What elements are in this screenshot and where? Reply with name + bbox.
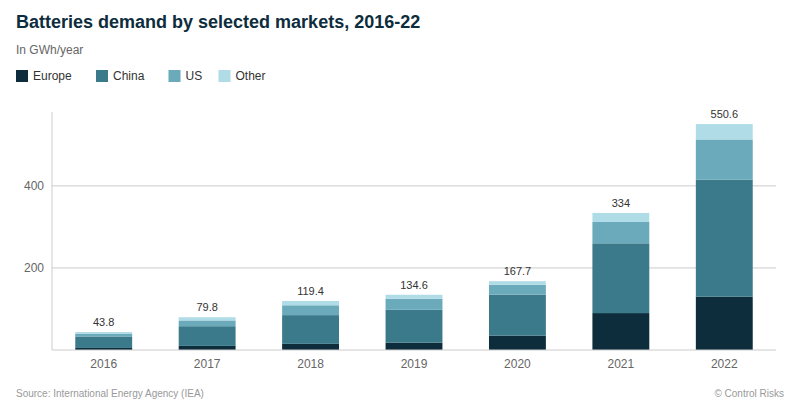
bar <box>592 313 649 350</box>
x-tick-label: 2016 <box>90 357 117 371</box>
legend-label: US <box>186 69 203 83</box>
totals: 43.8 79.8 119.4 134.6 167.7 334 550.6 <box>93 108 738 328</box>
legend-label: Europe <box>33 69 72 83</box>
bar <box>386 310 443 343</box>
legend-swatch <box>16 70 28 82</box>
page: {"chart_data": { "type": "bar", "stacked… <box>0 0 800 409</box>
chart: Batteries demand by selected markets, 20… <box>0 0 800 409</box>
x-tick-label: 2020 <box>504 357 531 371</box>
y-tick-label: 200 <box>24 261 44 275</box>
bar <box>489 285 546 295</box>
y-tick-label: 400 <box>24 179 44 193</box>
total-label: 79.8 <box>196 301 217 313</box>
legend-swatch <box>169 70 181 82</box>
bar <box>696 139 753 179</box>
legend-swatch <box>96 70 108 82</box>
bar <box>282 344 339 350</box>
bar <box>386 299 443 310</box>
bar <box>386 343 443 350</box>
bar <box>179 317 236 320</box>
x-tick-label: 2018 <box>297 357 324 371</box>
total-label: 167.7 <box>504 265 532 277</box>
total-label: 134.6 <box>400 279 428 291</box>
annotation: © Control Risks <box>714 388 784 399</box>
y-axis-line <box>52 112 53 350</box>
bars <box>75 124 752 350</box>
bar <box>75 336 132 347</box>
bar <box>592 222 649 243</box>
annotation: Source: International Energy Agency (IEA… <box>16 388 204 399</box>
bar <box>282 305 339 315</box>
bar <box>282 301 339 305</box>
x-tick-label: 2021 <box>608 357 635 371</box>
grid-line <box>52 267 776 268</box>
bar <box>282 315 339 344</box>
bar <box>75 334 132 337</box>
bar <box>592 213 649 222</box>
bar <box>75 332 132 334</box>
bar <box>489 336 546 350</box>
x-axis: 2016 2017 2018 2019 2020 2021 2022 <box>90 357 738 371</box>
total-label: 43.8 <box>93 316 114 328</box>
bar <box>179 346 236 350</box>
legend-label: China <box>113 69 145 83</box>
bar <box>592 243 649 313</box>
bar <box>696 180 753 297</box>
bar <box>696 297 753 350</box>
bar <box>179 326 236 346</box>
grid-line <box>52 185 776 186</box>
legend-label: Other <box>236 69 266 83</box>
total-label: 334 <box>612 197 630 209</box>
total-label: 119.4 <box>297 285 324 297</box>
legend-swatch <box>219 70 231 82</box>
bar <box>696 124 753 139</box>
x-tick-label: 2017 <box>194 357 221 371</box>
bar <box>489 281 546 285</box>
x-tick-label: 2019 <box>401 357 428 371</box>
bar <box>179 320 236 326</box>
title: Batteries demand by selected markets, 20… <box>16 12 420 32</box>
legend: Europe China US Other <box>16 69 266 83</box>
total-label: 550.6 <box>711 108 739 120</box>
x-axis-line <box>52 350 776 351</box>
subtitle: In GWh/year <box>16 43 83 57</box>
x-tick-label: 2022 <box>711 357 738 371</box>
bar <box>386 295 443 299</box>
y-axis: 200 400 <box>24 112 776 350</box>
bar <box>489 295 546 336</box>
